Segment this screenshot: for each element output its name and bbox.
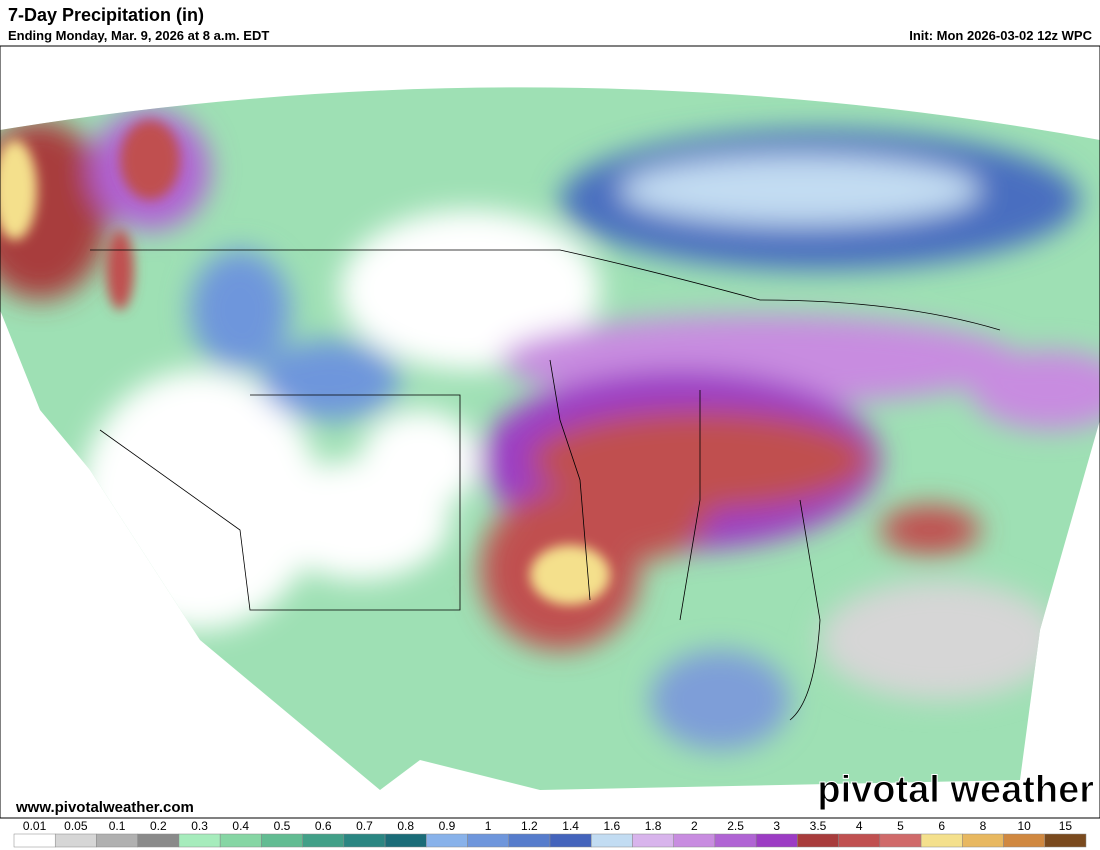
colorbar-label: 0.2 [150, 819, 167, 833]
colorbar-swatch [1044, 833, 1087, 848]
colorbar-label: 0.8 [397, 819, 414, 833]
colorbar-swatch [632, 833, 674, 848]
colorbar-label: 0.6 [315, 819, 332, 833]
colorbar-swatch [137, 833, 180, 848]
colorbar-swatch [384, 833, 427, 848]
colorbar-label: 10 [1017, 819, 1031, 833]
colorbar-swatch [962, 833, 1004, 848]
colorbar-label: 6 [938, 819, 945, 833]
colorbar: 0.01 0.05 0.1 0.2 0.3 0.4 0.5 0.6 0.7 0.8 0.9 1 1.2 1… [13, 819, 1087, 848]
subtitle: Ending Monday, Mar. 9, 2026 at 8 a.m. ED… [8, 28, 269, 43]
title: 7-Day Precipitation (in) [8, 5, 204, 25]
colorbar-swatch [426, 833, 468, 848]
colorbar-swatch [178, 833, 221, 848]
boundaries [90, 249, 1001, 721]
colorbar-label: 2 [691, 819, 698, 833]
colorbar-label: 1 [485, 819, 492, 833]
colorbar-label: 0.7 [356, 819, 373, 833]
colorbar-label: 1.8 [645, 819, 662, 833]
colorbar-label: 0.4 [232, 819, 249, 833]
colorbar-label: 0.05 [64, 819, 88, 833]
colorbar-swatch [302, 833, 345, 848]
precip-field [0, 87, 1100, 791]
colorbar-label: 1.6 [604, 819, 621, 833]
colorbar-swatch [755, 833, 798, 848]
colorbar-label: 4 [856, 819, 863, 833]
colorbar-swatch [714, 833, 757, 848]
colorbar-swatch [467, 833, 510, 848]
colorbar-label: 0.1 [109, 819, 126, 833]
colorbar-swatch [838, 833, 881, 848]
colorbar-label: 3.5 [810, 819, 827, 833]
map-frame [0, 45, 1100, 819]
init-time: Init: Mon 2026-03-02 12z WPC [909, 28, 1092, 43]
colorbar-swatch [96, 833, 138, 848]
colorbar-label: 0.01 [23, 819, 47, 833]
colorbar-swatch [13, 833, 56, 848]
colorbar-swatch [343, 833, 386, 848]
colorbar-swatch [590, 833, 633, 848]
colorbar-swatch [549, 833, 592, 848]
colorbar-label: 3 [773, 819, 780, 833]
watermark: pivotal weather [817, 769, 1094, 811]
colorbar-swatch [673, 833, 716, 848]
colorbar-swatch [797, 833, 839, 848]
colorbar-label: 1.2 [521, 819, 538, 833]
colorbar-swatch [219, 833, 262, 848]
colorbar-swatch [879, 833, 922, 848]
colorbar-label: 5 [897, 819, 904, 833]
colorbar-label: 0.9 [439, 819, 456, 833]
colorbar-label: 0.5 [274, 819, 291, 833]
colorbar-swatch [261, 833, 303, 848]
colorbar-label: 1.4 [562, 819, 579, 833]
website: www.pivotalweather.com [15, 799, 194, 816]
colorbar-swatch [1003, 833, 1046, 848]
colorbar-swatch [508, 833, 551, 848]
colorbar-swatch [920, 833, 963, 848]
colorbar-label: 2.5 [727, 819, 744, 833]
colorbar-label: 8 [980, 819, 987, 833]
colorbar-label: 15 [1059, 819, 1073, 833]
colorbar-swatch [54, 833, 97, 848]
colorbar-label: 0.3 [191, 819, 208, 833]
